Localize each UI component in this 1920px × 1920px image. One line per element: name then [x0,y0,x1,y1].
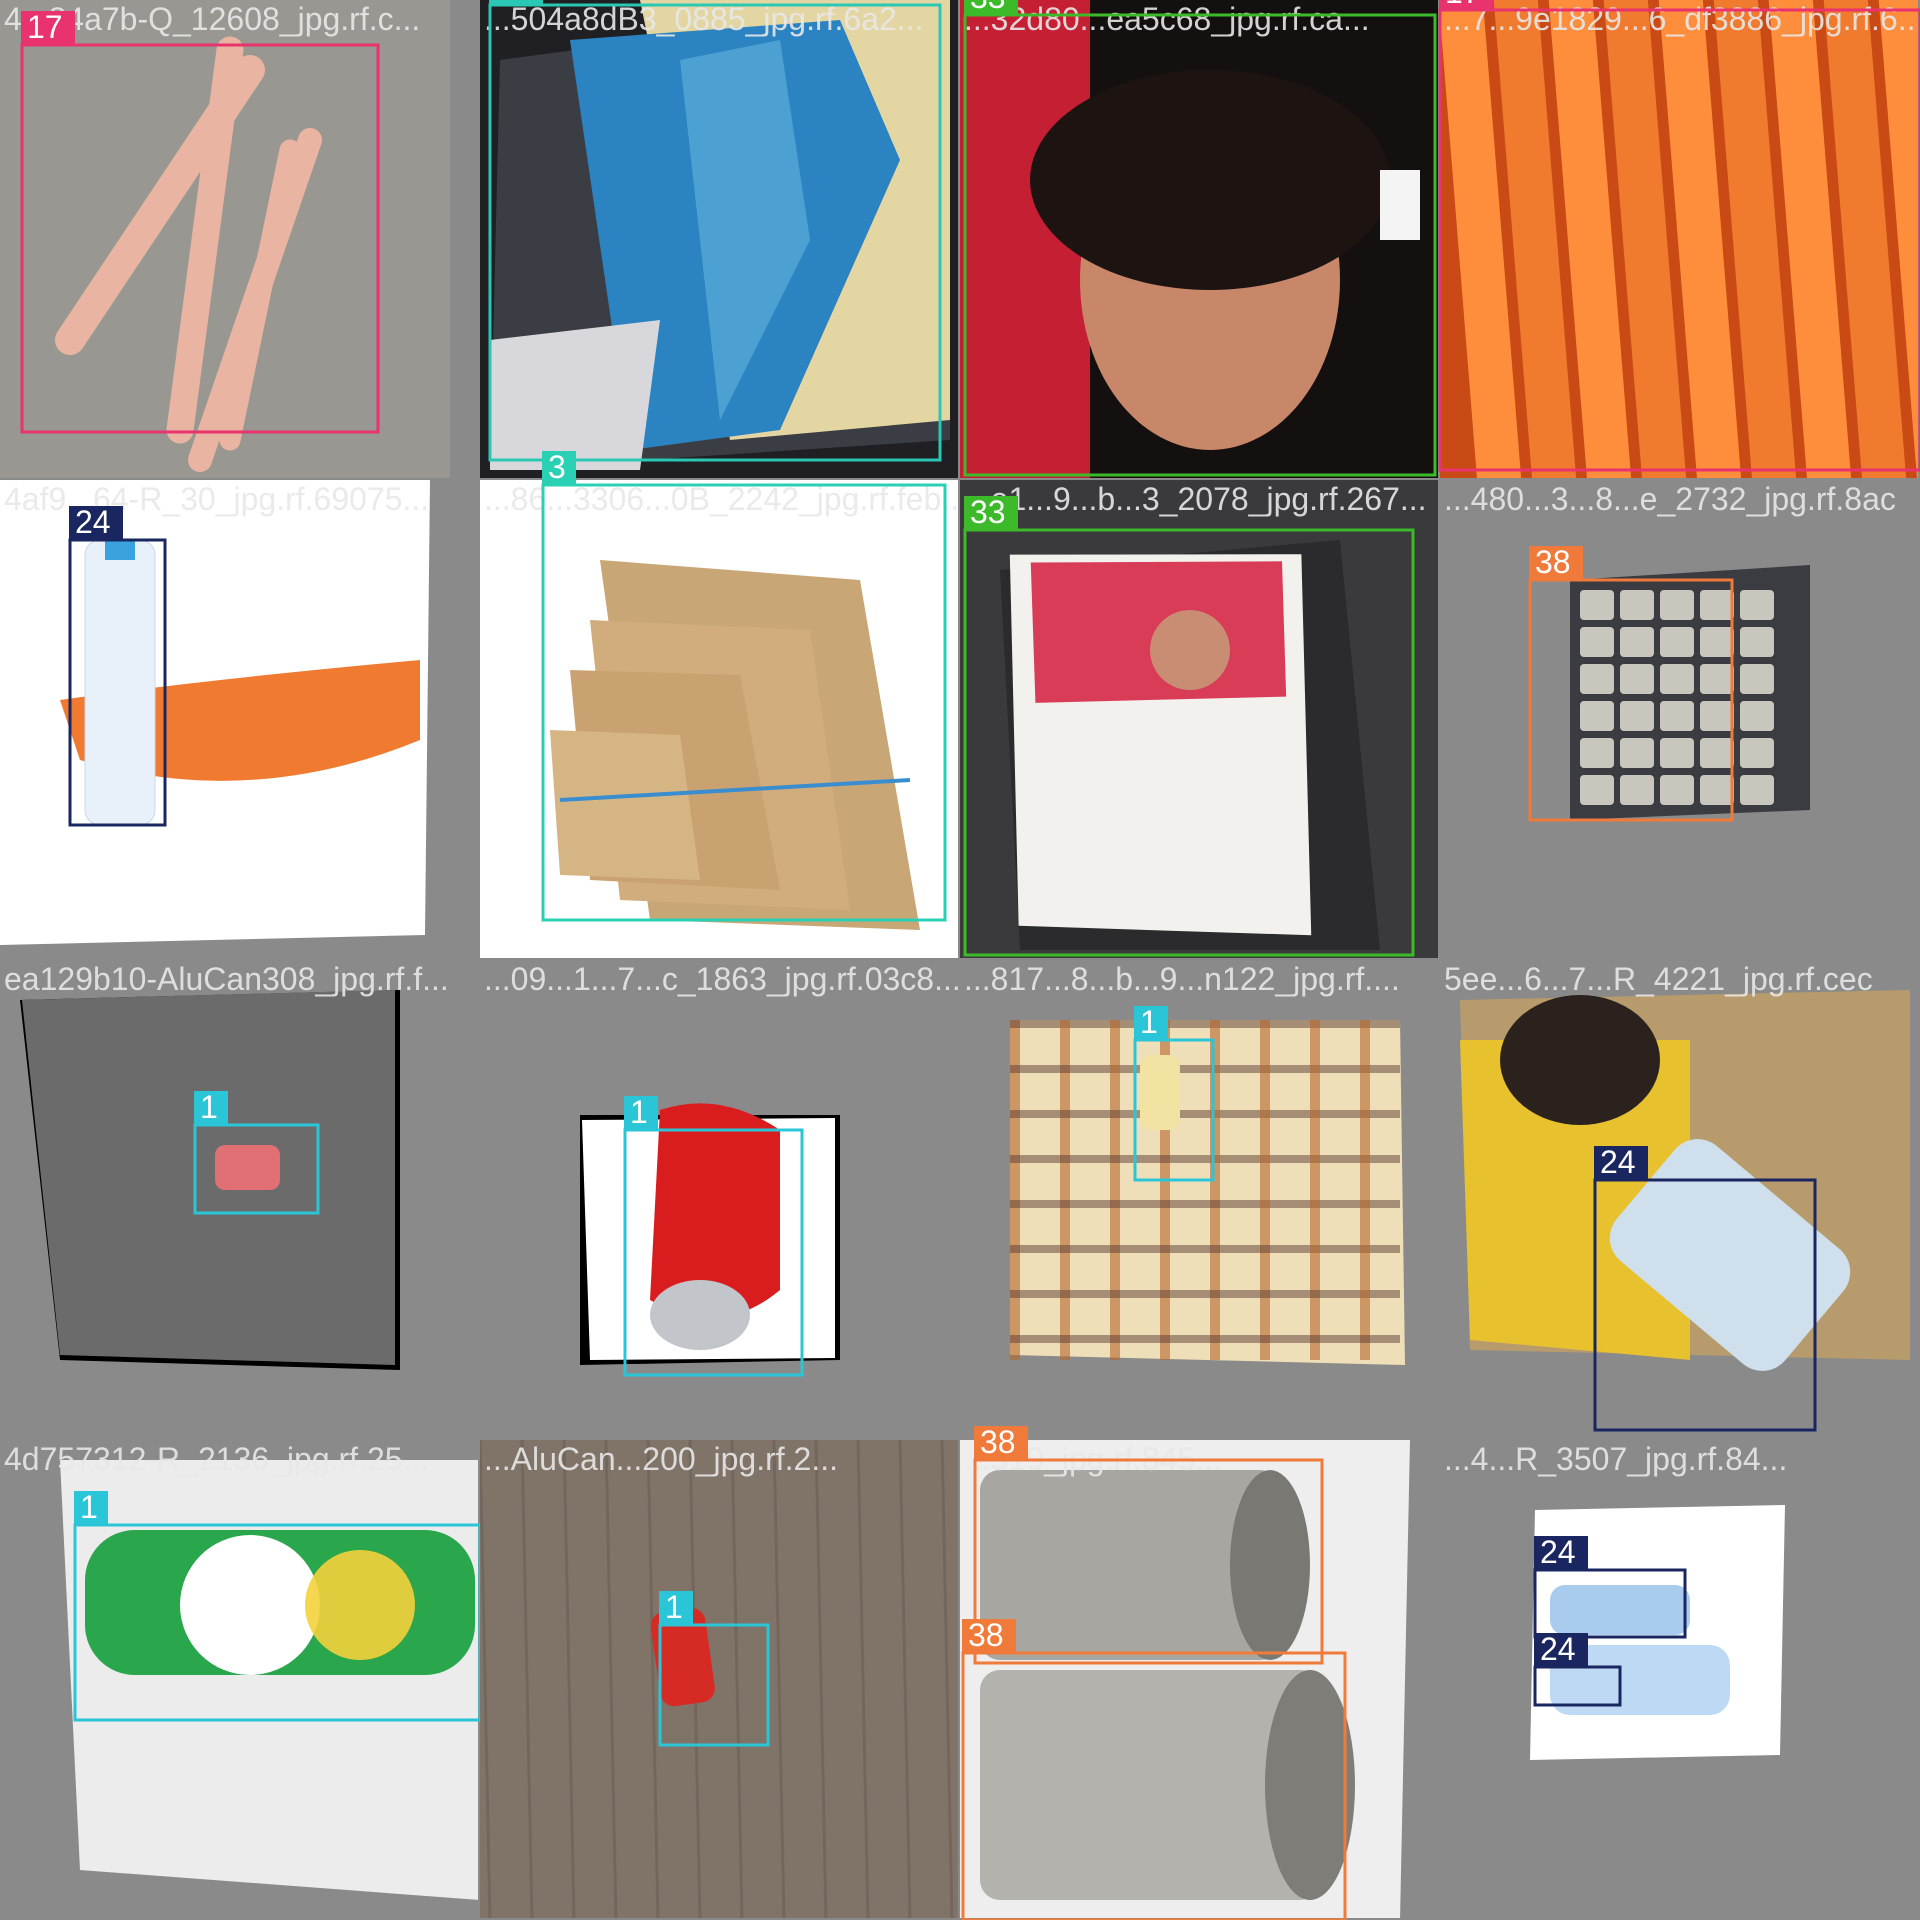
mosaic-tile: ...AluCan...200_jpg.rf.2... 1 [480,1440,958,1918]
mosaic-tile: 4...84a7b-Q_12608_jpg.rf.c...17 [0,0,450,478]
tile-photo [1440,0,1918,478]
tile-photo [1440,1440,1918,1918]
tile-photo [960,1440,1438,1918]
mosaic-tile: 4d757312-R_2136_jpg.rf.25... 1 [0,1440,482,1918]
class-label: 1 [1140,1004,1158,1040]
bounding-box [193,1123,320,1215]
class-label: 23 [495,0,531,5]
bounding-box [1593,1178,1817,1432]
class-label-badge [1534,1536,1588,1570]
bounding-box [488,3,942,462]
class-label-badge [542,451,576,485]
class-label-badge [69,506,123,540]
tile-photo [960,480,1438,958]
bounding-box [658,1623,770,1747]
tile-photo [480,480,958,958]
tile-photo [1440,960,1918,1438]
mosaic-tile: ...4...R_3507_jpg.rf.84... 24 24 [1440,1440,1918,1918]
bounding-box [1528,578,1734,822]
class-label: 24 [75,504,111,540]
tile-photo [0,0,450,478]
bounding-box [541,483,947,922]
class-label: 1 [80,1489,98,1525]
class-label: 38 [980,1424,1016,1460]
bounding-box [963,13,1437,477]
class-label-badge [74,1491,108,1525]
bounding-box [1133,1038,1215,1182]
class-label-badge [21,11,75,45]
mosaic-tile: ...09...1...7...c_1863_jpg.rf.03c8... 1 [480,960,961,1438]
bounding-box [20,43,380,434]
tile-filename: ...AluCan...200_jpg.rf.2... [484,1441,838,1477]
class-label-badge [624,1096,658,1130]
class-label-badge [194,1091,228,1125]
mosaic-tile: ...32d80...ea5c68_jpg.rf.ca...33 [960,0,1438,478]
class-label-badge [489,0,543,5]
tile-filename: 4af9...64-R_30_jpg.rf.69075... [4,481,429,517]
class-label: 24 [1540,1534,1576,1570]
class-label-badge [1534,1633,1588,1667]
tile-filename: ea129b10-AluCan308_jpg.rf.f... [4,961,449,997]
tile-photo [480,960,958,1438]
bounding-box [623,1128,804,1377]
tile-photo [0,960,478,1438]
tile-photo [960,0,1438,478]
tile-filename: ...480...3...8...e_2732_jpg.rf.8ac [1444,481,1896,517]
mosaic-tile: ...7...9e1829...6_df3886_jpg.rf.6...17 [1438,0,1920,478]
mosaic-tile: ...e1...9...b...3_2078_jpg.rf.267...33 [960,480,1438,958]
class-label-badge [974,1426,1028,1460]
bounding-box [961,1651,1347,1920]
class-label-badge [1529,546,1583,580]
class-label: 24 [1540,1631,1576,1667]
mosaic-tile: ...817...8...b...9...n122_jpg.rf.... 1 [960,960,1438,1438]
tile-filename: ...86...3306...0B_2242_jpg.rf.feb... [484,481,968,517]
tile-filename: 5ee...6...7...R_4221_jpg.rf.cec [1444,961,1873,997]
mosaic-tile: 4af9...64-R_30_jpg.rf.69075...24 [0,480,478,958]
tile-photo [0,1440,478,1918]
tile-photo [0,480,478,958]
tile-filename: ...32d80...ea5c68_jpg.rf.ca... [964,1,1370,37]
tile-photo [960,960,1438,1438]
tile-filename: ...4...R_3507_jpg.rf.84... [1444,1441,1787,1477]
class-label: 17 [1445,0,1481,10]
tile-photo [1440,480,1918,958]
tile-photo [480,0,958,478]
class-label-badge [1134,1006,1168,1040]
tile-filename: ...504a8dB3_0885_jpg.rf.6a2... [484,1,923,37]
tile-photo [480,1440,958,1918]
class-label: 17 [27,9,63,45]
class-label: 24 [1600,1144,1636,1180]
mosaic-tile: ...480...3...8...e_2732_jpg.rf.8ac 38 [1440,480,1918,958]
mosaic-tile: 5ee...6...7...R_4221_jpg.rf.cec 24 [1440,960,1918,1438]
tile-filename: ...e1...9...b...3_2078_jpg.rf.267... [964,481,1427,517]
class-label: 3 [548,449,566,485]
bounding-box [1533,1568,1687,1639]
class-label-badge [1439,0,1493,10]
tile-filename: ...09...1...7...c_1863_jpg.rf.03c8... [484,961,961,997]
class-label: 33 [970,494,1006,530]
mosaic-tile: ...86...3306...0B_2242_jpg.rf.feb...3 [480,449,968,958]
class-label: 38 [968,1617,1004,1653]
class-label: 1 [665,1589,683,1625]
class-label: 33 [970,0,1006,15]
mosaic-tile: ...504a8dB3_0885_jpg.rf.6a2...23 [480,0,958,478]
class-label-badge [964,0,1018,15]
mosaic-tile: ea129b10-AluCan308_jpg.rf.f... 1 [0,960,478,1438]
class-label-badge [964,496,1018,530]
class-label: 38 [1535,544,1571,580]
bounding-box [973,1458,1324,1665]
bounding-box [1438,8,1920,472]
class-label: 1 [200,1089,218,1125]
tile-filename: ...817...8...b...9...n122_jpg.rf.... [964,961,1400,997]
tile-filename: 4d757312-R_2136_jpg.rf.25... [4,1441,429,1477]
class-label-badge [962,1619,1016,1653]
class-label-badge [1594,1146,1648,1180]
bounding-box [963,528,1415,957]
class-label: 1 [630,1094,648,1130]
tile-filename: ...7...9e1829...6_df3886_jpg.rf.6... [1444,1,1920,37]
class-label-badge [659,1591,693,1625]
